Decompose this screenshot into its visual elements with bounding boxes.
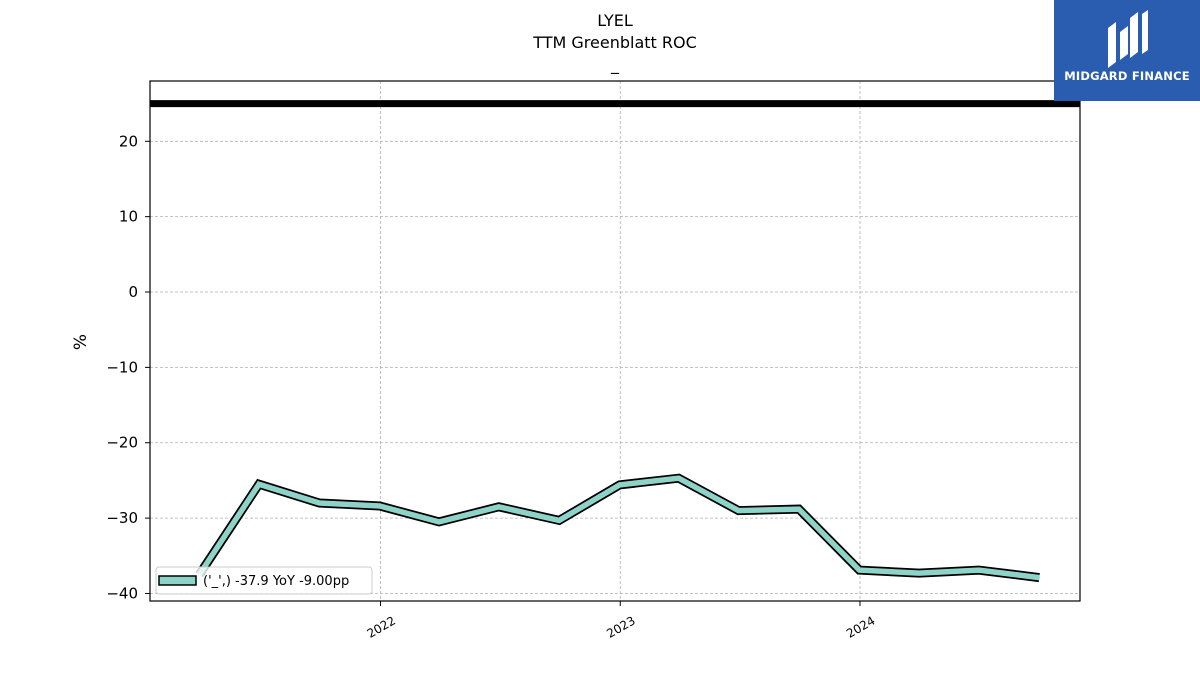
- x-tick-label: 2024: [844, 613, 877, 640]
- y-tick-label: −10: [106, 358, 138, 376]
- series-lines: [195, 473, 1040, 583]
- y-tick-label: −30: [106, 509, 138, 527]
- x-tick-label: 2023: [604, 613, 637, 640]
- legend: ('_',) -37.9 YoY -9.00pp: [155, 566, 373, 595]
- y-tick-label: −20: [106, 434, 138, 452]
- y-tick-label: 20: [119, 132, 138, 150]
- legend-entry-label: ('_',) -37.9 YoY -9.00pp: [203, 574, 349, 589]
- chart-title-line-1: LYEL: [597, 11, 633, 30]
- series-line-outline: [195, 473, 1040, 583]
- grid: [150, 81, 1080, 601]
- brand-name: MIDGARD FINANCE: [1064, 69, 1190, 83]
- chart-title: LYEL TTM Greenblatt ROC _: [532, 11, 697, 75]
- chart-title-line-3: _: [610, 55, 620, 75]
- chart-title-line-2: TTM Greenblatt ROC: [532, 33, 697, 52]
- brand-logo-mark-icon: [1108, 10, 1148, 68]
- y-axis-label: %: [71, 334, 91, 350]
- plot-area-frame: [149, 80, 1081, 602]
- y-tick-label: 0: [128, 283, 138, 301]
- legend-swatch: [158, 575, 197, 586]
- brand-logo: MIDGARD FINANCE: [1054, 0, 1200, 101]
- y-tick-label: −40: [106, 584, 138, 602]
- y-tick-label: 10: [119, 208, 138, 226]
- x-tick-label: 2022: [365, 613, 398, 640]
- series-line: [197, 475, 1040, 581]
- legend-box: [155, 566, 373, 595]
- y-axis-ticks: 20 10 0 −10 −20 −30 −40: [106, 132, 150, 602]
- x-axis-ticks: 2022 2023 2024: [365, 601, 877, 641]
